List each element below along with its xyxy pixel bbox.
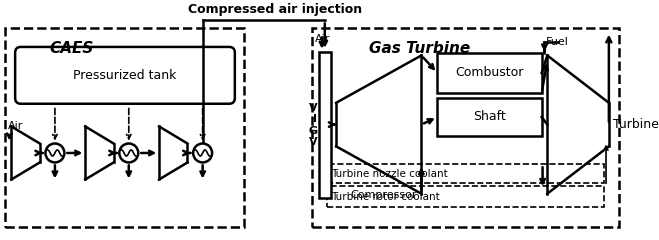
Text: Combustor: Combustor [455, 66, 524, 79]
Bar [438, 98, 542, 136]
Text: Compressor: Compressor [351, 190, 417, 200]
Circle shape [119, 144, 138, 162]
Text: Turbine rotor coolant: Turbine rotor coolant [331, 192, 440, 202]
Bar [319, 52, 331, 198]
Circle shape [45, 144, 65, 162]
Bar [327, 186, 604, 207]
Text: Gas Turbine: Gas Turbine [369, 41, 471, 56]
Text: V
I
G
V: V I G V [308, 103, 317, 147]
Text: Turbine: Turbine [613, 118, 658, 131]
Bar [327, 164, 604, 183]
Text: Turbine nozzle coolant: Turbine nozzle coolant [331, 169, 448, 179]
Bar [312, 28, 619, 227]
Text: Pressurized tank: Pressurized tank [73, 69, 177, 82]
Bar [438, 53, 542, 93]
Bar [5, 28, 244, 227]
Text: Air: Air [315, 34, 331, 44]
Text: Air: Air [7, 121, 23, 132]
Text: Fuel: Fuel [546, 37, 569, 47]
Text: CAES: CAES [49, 41, 94, 56]
FancyBboxPatch shape [15, 47, 235, 104]
Text: Compressed air injection: Compressed air injection [188, 3, 362, 16]
Circle shape [193, 144, 212, 162]
Text: Shaft: Shaft [473, 110, 506, 124]
